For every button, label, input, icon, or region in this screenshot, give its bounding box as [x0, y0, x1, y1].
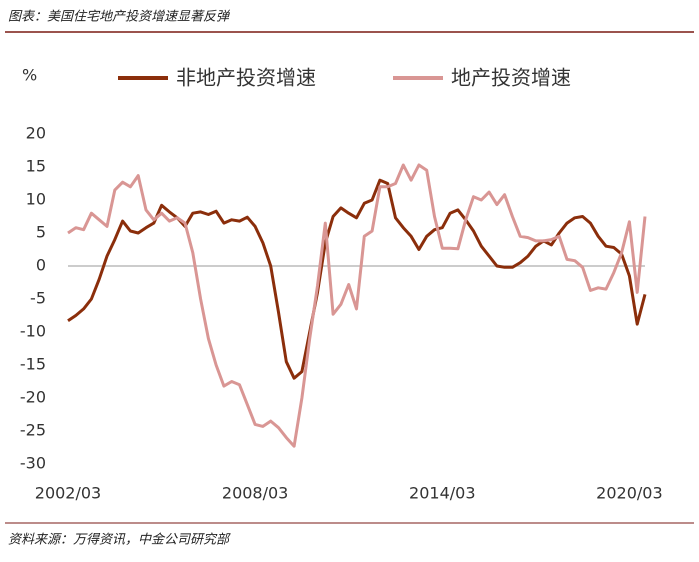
series-line [67, 178, 647, 380]
legend-label: 地产投资增速 [451, 66, 571, 90]
y-tick-label: 20 [26, 124, 46, 143]
legend-label: 非地产投资增速 [176, 66, 316, 90]
x-tick-label: 2008/03 [222, 484, 288, 503]
y-tick-label: -30 [20, 454, 46, 473]
x-tick-label: 2020/03 [596, 484, 662, 503]
y-tick-label: -20 [20, 388, 46, 407]
y-tick-label: 0 [36, 256, 46, 275]
y-tick-label: -5 [30, 289, 46, 308]
y-tick-label: 5 [36, 223, 46, 242]
chart-title: 图表：美国住宅地产投资增速显著反弹 [8, 9, 231, 25]
x-tick-label: 2002/03 [35, 484, 101, 503]
series-line [67, 163, 647, 448]
x-tick-label: 2014/03 [409, 484, 475, 503]
y-axis-label: % [22, 66, 37, 85]
y-tick-label: -15 [20, 355, 46, 374]
source: 资料来源：万得资讯，中金公司研究部 [8, 532, 231, 548]
y-tick-label: -10 [20, 322, 46, 341]
y-tick-label: -25 [20, 421, 46, 440]
y-tick-label: 15 [26, 157, 46, 176]
y-tick-label: 10 [26, 190, 46, 209]
